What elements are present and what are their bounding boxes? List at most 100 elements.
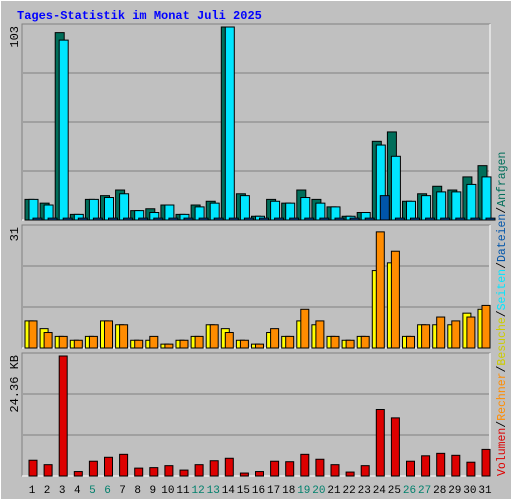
y-max-label: 103 bbox=[8, 26, 22, 48]
x-tick-label-22: 22 bbox=[342, 485, 355, 497]
x-tick-label-4: 4 bbox=[74, 485, 81, 497]
bar-rechner-day-25 bbox=[390, 250, 400, 349]
bar-rechner-day-14 bbox=[224, 332, 234, 349]
bar-rechner-day-24 bbox=[375, 231, 385, 349]
bar-volumen-day-18 bbox=[285, 461, 295, 477]
bar-seiten-day-31 bbox=[485, 217, 496, 221]
bar-volumen-day-15 bbox=[239, 472, 249, 477]
right-legend: Volumen/Rechner/Besuche/Seiten/Dateien/A… bbox=[496, 152, 509, 476]
bar-dateien-day-31 bbox=[481, 176, 492, 221]
bar-seiten-day-4 bbox=[77, 217, 88, 221]
bar-volumen-day-6 bbox=[104, 456, 113, 477]
bar-seiten-day-16 bbox=[259, 217, 269, 221]
bar-seiten-day-23 bbox=[364, 217, 375, 221]
bar-rechner-day-27 bbox=[421, 324, 431, 349]
bar-volumen-day-17 bbox=[270, 460, 280, 477]
x-tick-label-21: 21 bbox=[327, 485, 341, 497]
legend-besuche: Besuche bbox=[496, 317, 509, 365]
x-tick-label-18: 18 bbox=[282, 485, 295, 497]
bar-seiten-day-26 bbox=[410, 217, 420, 221]
legend-rechner: Rechner bbox=[496, 372, 509, 420]
bar-dateien-day-19 bbox=[300, 197, 311, 221]
bar-seiten-day-7 bbox=[123, 217, 134, 221]
bar-seiten-day-5 bbox=[92, 217, 103, 221]
legend-dateien: Dateien bbox=[496, 214, 509, 262]
bar-seiten-day-10 bbox=[168, 217, 179, 221]
bar-seiten-day-27 bbox=[425, 217, 436, 221]
bar-seiten-day-15 bbox=[243, 217, 254, 221]
bar-dateien-day-29 bbox=[451, 191, 462, 221]
x-tick-label-3: 3 bbox=[59, 485, 66, 497]
legend-seiten: Seiten bbox=[496, 269, 509, 310]
bar-rechner-day-16 bbox=[255, 343, 264, 349]
bar-seiten-day-22 bbox=[349, 217, 360, 221]
bar-rechner-day-26 bbox=[406, 335, 415, 349]
bar-rechner-day-7 bbox=[119, 324, 129, 349]
bar-rechner-day-29 bbox=[451, 320, 461, 349]
bar-rechner-day-23 bbox=[360, 335, 370, 349]
bar-volumen-day-4 bbox=[73, 471, 83, 477]
bar-volumen-day-9 bbox=[149, 467, 159, 477]
bar-volumen-day-21 bbox=[330, 464, 340, 477]
bar-dateien-day-25 bbox=[390, 155, 401, 221]
legend-separator: / bbox=[496, 365, 509, 372]
bar-volumen-day-28 bbox=[436, 452, 446, 477]
x-tick-label-9: 9 bbox=[149, 485, 156, 497]
bar-volumen-day-26 bbox=[406, 460, 415, 477]
bar-seiten-day-20 bbox=[319, 217, 330, 221]
bar-rechner-day-9 bbox=[149, 335, 159, 349]
bar-rechner-day-12 bbox=[194, 335, 204, 349]
bar-seiten-day-28 bbox=[440, 217, 451, 221]
bar-volumen-day-22 bbox=[345, 471, 355, 477]
bar-seiten-day-9 bbox=[153, 217, 164, 221]
bar-volumen-day-2 bbox=[43, 464, 53, 477]
bar-dateien-day-7 bbox=[119, 193, 130, 221]
legend-separator: / bbox=[496, 421, 509, 428]
bar-seiten-day-29 bbox=[455, 217, 466, 221]
bar-volumen-day-31 bbox=[481, 448, 491, 477]
bar-rechner-day-20 bbox=[315, 320, 325, 349]
bar-rechner-day-10 bbox=[164, 343, 174, 349]
bar-rechner-day-30 bbox=[466, 316, 476, 349]
bar-dateien-day-17 bbox=[270, 200, 281, 221]
x-tick-label-20: 20 bbox=[312, 485, 325, 497]
bar-seiten-day-3 bbox=[62, 217, 73, 221]
bar-volumen-day-19 bbox=[300, 453, 310, 477]
bar-rechner-day-28 bbox=[436, 316, 446, 349]
bar-seiten-day-21 bbox=[334, 217, 345, 221]
bar-seiten-day-8 bbox=[138, 217, 149, 221]
bar-seiten-day-25 bbox=[394, 217, 405, 221]
bar-rechner-day-22 bbox=[345, 339, 355, 349]
bar-volumen-day-16 bbox=[255, 471, 264, 477]
x-tick-label-13: 13 bbox=[207, 485, 220, 497]
bar-volumen-day-12 bbox=[194, 464, 204, 477]
panel-frame bbox=[21, 352, 491, 477]
bar-dateien-day-20 bbox=[315, 202, 326, 221]
bar-seiten-day-11 bbox=[183, 217, 194, 221]
x-tick-label-23: 23 bbox=[358, 485, 371, 497]
bar-rechner-day-19 bbox=[300, 308, 310, 349]
bar-dateien-day-1 bbox=[28, 198, 39, 221]
bar-seiten-day-1 bbox=[32, 217, 43, 221]
x-tick-label-7: 7 bbox=[119, 485, 126, 497]
bar-rechner-day-11 bbox=[179, 339, 189, 349]
x-tick-label-27: 27 bbox=[418, 485, 431, 497]
x-tick-label-10: 10 bbox=[161, 485, 174, 497]
x-tick-label-19: 19 bbox=[297, 485, 310, 497]
bar-rechner-day-4 bbox=[73, 339, 83, 349]
bar-volumen-day-8 bbox=[134, 467, 144, 477]
bar-dateien-day-27 bbox=[421, 195, 432, 221]
panel-volume: 24.36 KB bbox=[8, 352, 491, 477]
bar-rechner-day-5 bbox=[88, 335, 98, 349]
legend-separator: / bbox=[496, 310, 509, 317]
bar-rechner-day-3 bbox=[58, 335, 68, 349]
bar-seiten-day-30 bbox=[470, 217, 481, 221]
bar-rechner-day-21 bbox=[330, 335, 340, 349]
bar-volumen-day-23 bbox=[360, 465, 370, 477]
bar-volumen-day-11 bbox=[179, 469, 189, 477]
bar-rechner-day-8 bbox=[134, 339, 144, 349]
x-tick-label-14: 14 bbox=[222, 485, 236, 497]
legend-volumen: Volumen bbox=[496, 428, 509, 476]
